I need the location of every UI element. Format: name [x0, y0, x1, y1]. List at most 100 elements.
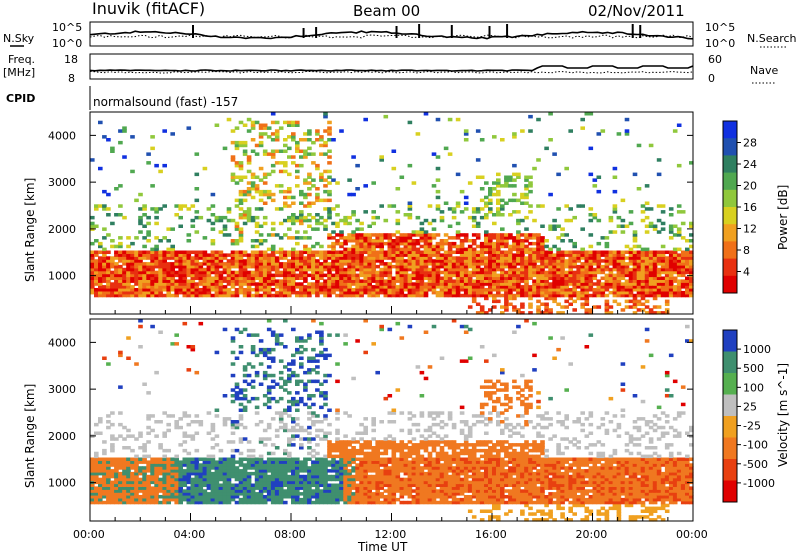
echo-cell	[242, 500, 248, 505]
echo-cell	[375, 293, 380, 298]
echo-cell	[451, 259, 457, 263]
echo-cell	[488, 187, 493, 191]
echo-cell	[162, 262, 167, 266]
echo-cell	[676, 259, 682, 263]
echo-cell	[628, 253, 634, 257]
echo-cell	[592, 282, 598, 286]
echo-cell	[190, 276, 196, 280]
echo-cell	[98, 267, 103, 272]
echo-cell	[295, 486, 300, 490]
echo-cell	[303, 457, 308, 461]
colorbar-tick-label: 12	[743, 223, 757, 236]
echo-cell	[556, 273, 561, 278]
echo-cell	[262, 463, 268, 467]
echo-cell	[668, 256, 674, 260]
echo-cell	[258, 224, 264, 228]
echo-cell	[274, 132, 280, 136]
echo-cell	[676, 264, 682, 269]
echo-cell	[415, 285, 421, 289]
echo-cell	[564, 262, 569, 266]
echo-cell	[262, 290, 268, 295]
echo-cell	[528, 175, 533, 179]
echo-cell	[307, 262, 312, 266]
echo-cell	[640, 262, 646, 266]
echo-cell	[620, 270, 626, 275]
echo-cell	[319, 483, 324, 487]
echo-cell	[311, 270, 316, 275]
echo-cell	[246, 440, 252, 444]
echo-cell	[512, 270, 517, 275]
echo-cell	[504, 290, 509, 295]
echo-cell	[608, 215, 614, 220]
echo-cell	[512, 305, 517, 309]
echo-cell	[479, 215, 485, 220]
echo-cell	[110, 446, 115, 450]
echo-cell	[126, 495, 131, 499]
echo-cell	[447, 253, 453, 257]
echo-cell	[178, 489, 183, 493]
echo-cell	[150, 267, 155, 272]
echo-cell	[492, 282, 497, 286]
echo-cell	[90, 457, 95, 461]
echo-cell	[291, 399, 296, 404]
echo-cell	[134, 497, 139, 502]
echo-cell	[648, 253, 654, 257]
echo-cell	[548, 262, 553, 266]
echo-cell	[668, 253, 674, 257]
echo-cell	[278, 492, 284, 496]
echo-cell	[689, 282, 694, 286]
echo-cell	[652, 288, 658, 292]
echo-cell	[383, 273, 389, 278]
echo-cell	[295, 477, 300, 482]
echo-cell	[335, 282, 340, 286]
echo-cell	[206, 293, 212, 298]
echo-cell	[278, 469, 284, 473]
echo-cell	[624, 262, 630, 266]
echo-cell	[178, 282, 183, 286]
echo-cell	[391, 259, 397, 263]
echo-cell	[287, 285, 292, 289]
echo-cell	[174, 273, 179, 278]
echo-cell	[170, 256, 175, 260]
echo-cell	[536, 264, 541, 269]
echo-cell	[327, 276, 332, 280]
echo-cell	[174, 250, 179, 254]
echo-cell	[114, 288, 119, 292]
echo-cell	[435, 233, 441, 237]
echo-cell	[291, 428, 296, 433]
echo-cell	[415, 288, 421, 292]
echo-cell	[576, 282, 581, 286]
echo-cell	[134, 480, 139, 485]
echo-cell	[102, 480, 107, 485]
echo-cell	[238, 451, 244, 456]
echo-cell	[644, 215, 650, 220]
echo-cell	[295, 422, 300, 427]
echo-cell	[154, 457, 159, 461]
echo-cell	[258, 126, 264, 130]
echo-cell	[504, 302, 509, 306]
echo-cell	[307, 492, 312, 496]
echo-cell	[303, 402, 308, 407]
echo-cell	[110, 463, 115, 467]
echo-cell	[122, 495, 127, 499]
echo-cell	[258, 489, 264, 493]
echo-cell	[270, 152, 276, 156]
echo-cell	[242, 198, 248, 203]
echo-cell	[287, 135, 292, 139]
echo-cell	[126, 236, 131, 240]
echo-cell	[508, 267, 513, 272]
echo-cell	[130, 486, 135, 490]
echo-cell	[463, 138, 469, 142]
echo-cell	[102, 262, 107, 266]
echo-cell	[387, 262, 393, 266]
echo-cell	[652, 262, 658, 266]
echo-cell	[371, 288, 376, 292]
echo-cell	[496, 282, 501, 286]
echo-cell	[311, 215, 316, 220]
echo-cell	[504, 178, 509, 182]
echo-cell	[270, 460, 276, 464]
echo-cell	[540, 262, 545, 266]
echo-cell	[323, 285, 328, 289]
echo-cell	[676, 163, 682, 168]
echo-cell	[138, 273, 143, 278]
